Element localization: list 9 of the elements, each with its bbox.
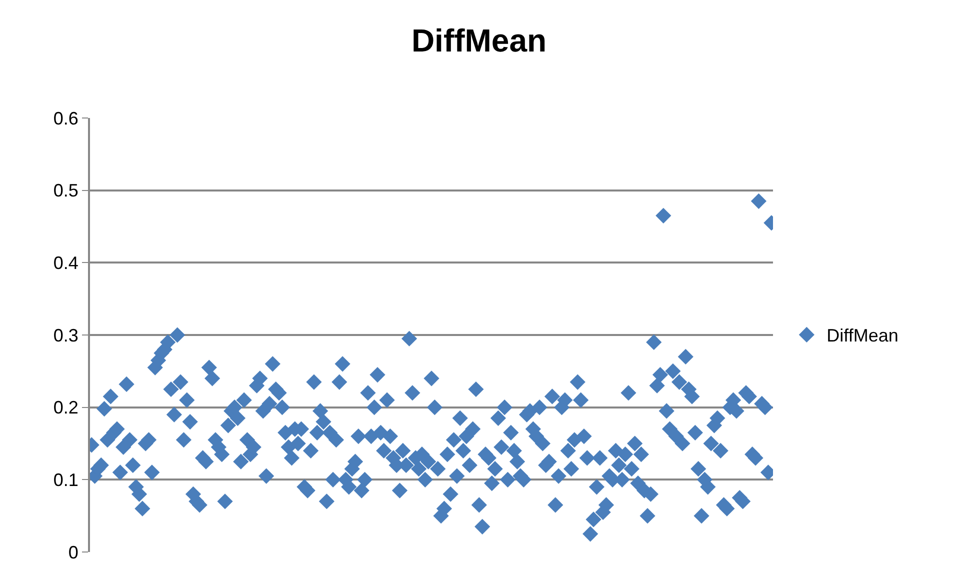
y-tick-label: 0 [68, 542, 78, 562]
y-tick-label: 0.2 [53, 398, 78, 418]
y-tick-label: 0.6 [53, 108, 78, 128]
y-tick-label: 0.4 [53, 252, 78, 273]
y-tick-label: 0.5 [53, 180, 78, 201]
chart-title: DiffMean [411, 22, 547, 58]
legend-label: DiffMean [826, 326, 898, 346]
y-tick-label: 0.1 [53, 470, 78, 490]
y-tick-label: 0.3 [53, 325, 78, 346]
